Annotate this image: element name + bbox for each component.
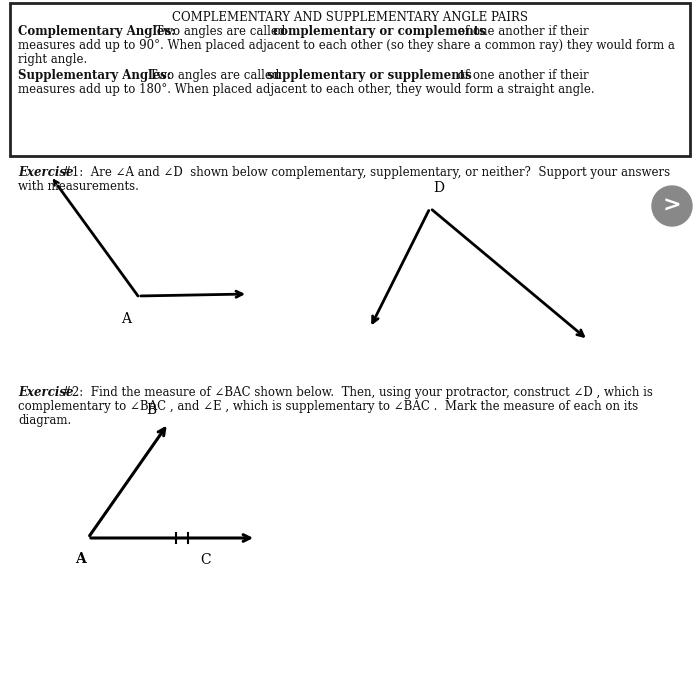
Text: A: A bbox=[75, 552, 85, 566]
Text: of one another if their: of one another if their bbox=[454, 25, 589, 38]
FancyBboxPatch shape bbox=[10, 3, 690, 156]
Text: D: D bbox=[433, 181, 444, 195]
Text: #1:  Are ∠A and ∠D  shown below complementary, supplementary, or neither?  Suppo: #1: Are ∠A and ∠D shown below complement… bbox=[62, 166, 670, 179]
Text: Exercise: Exercise bbox=[18, 166, 74, 179]
Text: of one another if their: of one another if their bbox=[454, 69, 589, 82]
Text: right angle.: right angle. bbox=[18, 53, 88, 66]
Text: B: B bbox=[146, 403, 156, 417]
Text: Two angles are called: Two angles are called bbox=[148, 25, 289, 38]
Text: #2:  Find the measure of ∠BAC shown below.  Then, using your protractor, constru: #2: Find the measure of ∠BAC shown below… bbox=[62, 386, 653, 399]
Text: COMPLEMENTARY AND SUPPLEMENTARY ANGLE PAIRS: COMPLEMENTARY AND SUPPLEMENTARY ANGLE PA… bbox=[172, 11, 528, 24]
Text: complementary to ∠BAC , and ∠E , which is supplementary to ∠BAC .  Mark the meas: complementary to ∠BAC , and ∠E , which i… bbox=[18, 400, 638, 413]
Text: complementary or complements: complementary or complements bbox=[273, 25, 486, 38]
Text: measures add up to 180°. When placed adjacent to each other, they would form a s: measures add up to 180°. When placed adj… bbox=[18, 83, 594, 96]
Text: Exercise: Exercise bbox=[18, 386, 74, 399]
Text: Complementary Angles:: Complementary Angles: bbox=[18, 25, 176, 38]
Text: supplementary or supplements: supplementary or supplements bbox=[267, 69, 472, 82]
Text: C: C bbox=[201, 553, 211, 567]
Text: Supplementary Angles:: Supplementary Angles: bbox=[18, 69, 171, 82]
Circle shape bbox=[652, 186, 692, 226]
Text: >: > bbox=[663, 196, 681, 216]
Text: diagram.: diagram. bbox=[18, 414, 71, 427]
Text: Two angles are called: Two angles are called bbox=[142, 69, 283, 82]
Text: with measurements.: with measurements. bbox=[18, 180, 139, 193]
Text: measures add up to 90°. When placed adjacent to each other (so they share a comm: measures add up to 90°. When placed adja… bbox=[18, 39, 675, 52]
Text: A: A bbox=[121, 312, 131, 326]
